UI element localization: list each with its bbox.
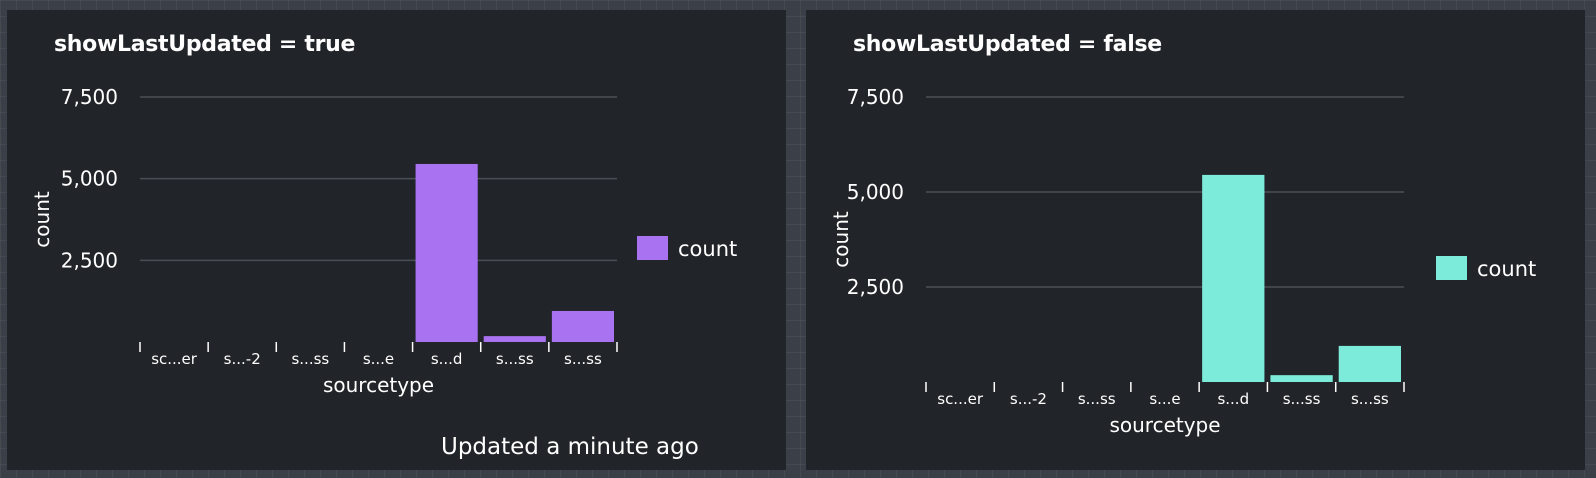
- y-tick-label: 5,000: [847, 180, 904, 204]
- x-tick-label: s...e: [1149, 390, 1180, 408]
- x-tick-label: s...-2: [224, 350, 261, 368]
- x-tick-label: s...d: [431, 350, 463, 368]
- x-tick-label: sc...er: [151, 350, 198, 368]
- bar: [1338, 345, 1401, 382]
- y-tick-label: 7,500: [847, 85, 904, 109]
- legend-label: count: [678, 237, 737, 261]
- bar: [415, 163, 478, 342]
- x-tick-label: s...ss: [1351, 390, 1389, 408]
- x-tick-label: s...-2: [1010, 390, 1047, 408]
- x-tick-label: s...d: [1217, 390, 1249, 408]
- x-tick-label: s...ss: [291, 350, 329, 368]
- bar-chart: 7,500 5,000 2,500 sc...er s...-2 s...ss s...e s…: [829, 85, 1536, 437]
- y-axis-title: count: [829, 211, 853, 268]
- bar: [551, 310, 614, 342]
- x-tick-label: s...ss: [496, 350, 534, 368]
- x-tick-label: s...ss: [1283, 390, 1321, 408]
- x-tick-label: s...ss: [1078, 390, 1116, 408]
- y-tick-label: 7,500: [61, 85, 118, 109]
- x-axis-title: sourcetype: [1109, 413, 1220, 437]
- bar: [1202, 174, 1265, 382]
- bar-chart: 7,500 5,000 2,500 sc...er s...-2 s...ss s...e s…: [30, 85, 737, 397]
- legend-label: count: [1477, 257, 1536, 281]
- x-tick-label: s...e: [363, 350, 394, 368]
- x-tick-label: sc...er: [937, 390, 984, 408]
- last-updated-status: Updated a minute ago: [441, 434, 699, 460]
- y-tick-label: 2,500: [847, 275, 904, 299]
- y-tick-label: 5,000: [61, 167, 118, 191]
- x-tick-label: s...ss: [564, 350, 602, 368]
- y-axis-title: count: [30, 191, 54, 248]
- panel-title: showLastUpdated = true: [54, 32, 356, 57]
- chart-panel-show-last-updated-true: showLastUpdated = true 7,500 5,000 2,500 sc…: [7, 10, 786, 470]
- bar: [1270, 375, 1333, 382]
- panel-title: showLastUpdated = false: [853, 32, 1162, 57]
- bar: [483, 336, 546, 342]
- chart-panel-show-last-updated-false: showLastUpdated = false 7,500 5,000 2,500 s…: [806, 10, 1585, 470]
- x-axis-title: sourcetype: [323, 373, 434, 397]
- y-tick-label: 2,500: [61, 248, 118, 272]
- legend-swatch: [1436, 256, 1467, 280]
- legend-swatch: [637, 236, 668, 260]
